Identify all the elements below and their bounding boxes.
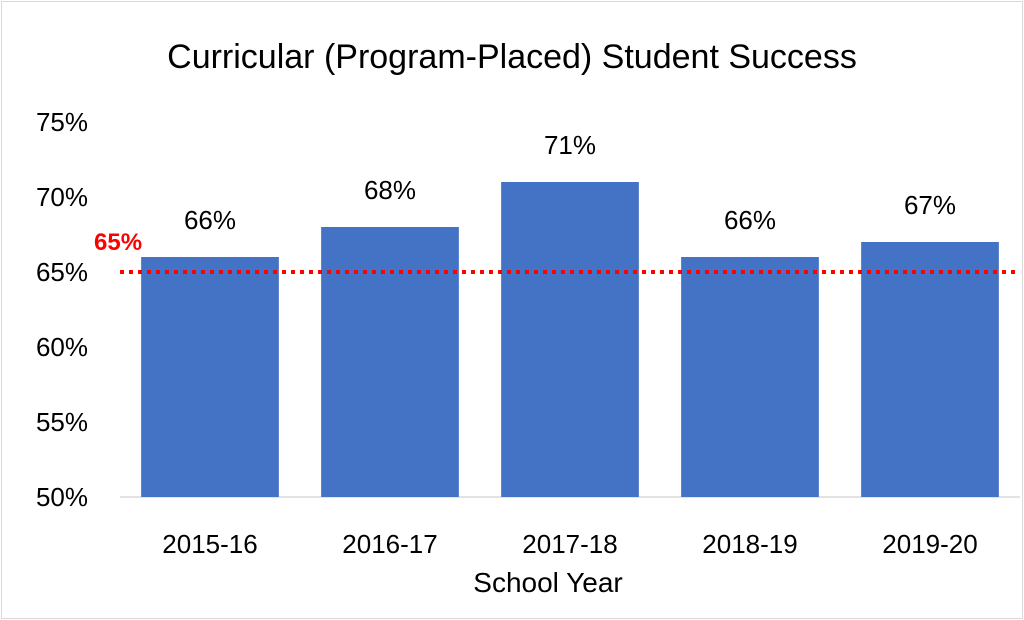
x-tick-label: 2018-19 xyxy=(702,529,797,559)
bar xyxy=(681,257,819,497)
bar-data-label: 68% xyxy=(364,175,416,205)
bar-data-label: 67% xyxy=(904,190,956,220)
bar xyxy=(501,182,639,497)
x-axis-title: School Year xyxy=(473,567,622,598)
x-axis-ticks: 2015-16 2016-17 2017-18 2018-19 2019-20 xyxy=(162,529,977,559)
bar xyxy=(141,257,279,497)
reference-line-label: 65% xyxy=(94,229,142,256)
bar-data-label: 66% xyxy=(724,205,776,235)
y-tick-label: 55% xyxy=(36,407,88,437)
x-tick-label: 2017-18 xyxy=(522,529,617,559)
y-tick-label: 60% xyxy=(36,332,88,362)
bar xyxy=(321,227,459,497)
x-tick-label: 2015-16 xyxy=(162,529,257,559)
bar xyxy=(861,242,999,497)
bars-group xyxy=(141,182,999,497)
y-axis-ticks: 50% 55% 60% 65% 70% 75% xyxy=(36,107,88,512)
y-tick-label: 50% xyxy=(36,482,88,512)
bar-data-label: 71% xyxy=(544,130,596,160)
chart-title: Curricular (Program-Placed) Student Succ… xyxy=(167,38,857,76)
y-tick-label: 65% xyxy=(36,257,88,287)
x-tick-label: 2016-17 xyxy=(342,529,437,559)
bar-data-label: 66% xyxy=(184,205,236,235)
x-tick-label: 2019-20 xyxy=(882,529,977,559)
y-tick-label: 75% xyxy=(36,107,88,137)
y-tick-label: 70% xyxy=(36,182,88,212)
